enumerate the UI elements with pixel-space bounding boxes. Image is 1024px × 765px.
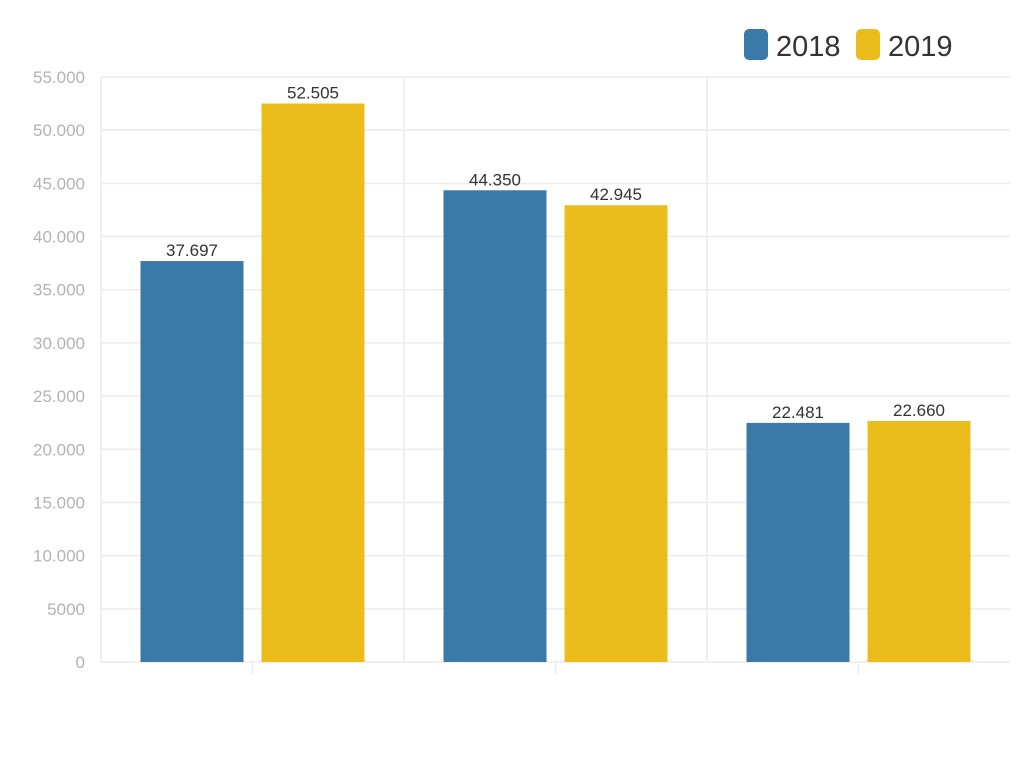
bar-2019 <box>261 103 365 663</box>
bar-2018 <box>140 261 244 662</box>
legend-label-2019: 2019 <box>888 31 953 63</box>
bar-value-label: 44.350 <box>469 170 521 189</box>
bars <box>140 103 971 663</box>
legend-label-2018: 2018 <box>776 31 841 63</box>
y-tick-label: 15.000 <box>33 493 85 512</box>
y-tick-label: 45.000 <box>33 174 85 193</box>
bar-2018 <box>443 190 547 662</box>
y-axis-tick-labels: 0 5000 10.000 15.000 20.000 25.000 30.000 35.00… <box>33 68 85 672</box>
bar-value-labels: 37.697 44.350 22.481 52.505 42.945 22.660 <box>166 84 945 422</box>
bar-2019 <box>867 420 971 662</box>
y-tick-label: 10.000 <box>33 547 85 566</box>
bar-value-label: 22.481 <box>772 403 824 422</box>
bar-value-label: 42.945 <box>590 185 642 204</box>
bar-value-label: 37.697 <box>166 241 218 260</box>
bar-2018 <box>746 422 850 662</box>
bar-value-label: 52.505 <box>287 84 339 103</box>
y-tick-label: 40.000 <box>33 228 85 247</box>
y-tick-label: 25.000 <box>33 387 85 406</box>
y-tick-label: 50.000 <box>33 121 85 140</box>
y-tick-label: 0 <box>76 653 85 672</box>
legend-swatch-2019 <box>856 29 880 60</box>
legend-swatch-2018 <box>744 29 768 60</box>
gridlines <box>100 76 1010 674</box>
y-tick-label: 30.000 <box>33 334 85 353</box>
legend: 2018 2019 <box>744 29 953 63</box>
y-tick-label: 55.000 <box>33 68 85 87</box>
y-tick-label: 5000 <box>47 600 85 619</box>
bar-2019 <box>564 205 668 662</box>
y-tick-label: 20.000 <box>33 440 85 459</box>
bar-value-label: 22.660 <box>893 401 945 420</box>
y-tick-label: 35.000 <box>33 281 85 300</box>
